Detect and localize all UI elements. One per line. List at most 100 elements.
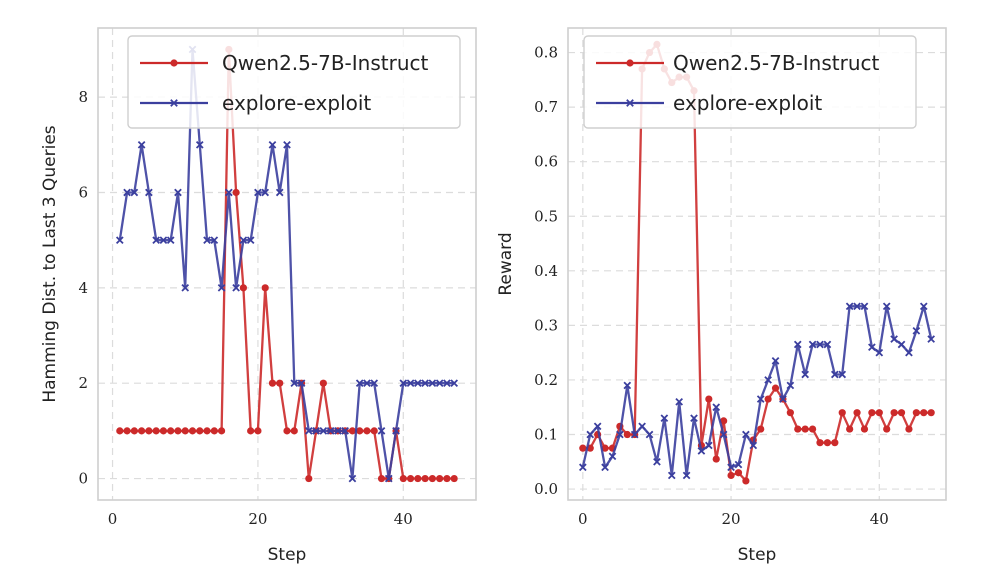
right-explore-point bbox=[838, 370, 847, 379]
left-x-axis-label: Step bbox=[268, 545, 307, 565]
left-explore-point bbox=[319, 427, 328, 435]
left-explore-point bbox=[341, 427, 349, 435]
left-legend-handle-qwen bbox=[140, 59, 208, 67]
left-qwen-point bbox=[247, 427, 255, 435]
right-qwen-point bbox=[868, 409, 876, 417]
left-explore-point bbox=[217, 284, 226, 292]
left-qwen-point bbox=[283, 427, 291, 435]
left-explore-point bbox=[355, 379, 364, 388]
right-legend-marker bbox=[626, 99, 634, 107]
left-explore-point bbox=[377, 427, 386, 435]
left-explore-point bbox=[203, 236, 211, 244]
right-explore-point bbox=[779, 395, 787, 403]
left-explore-point bbox=[334, 427, 342, 435]
left-explore-point bbox=[406, 379, 415, 388]
right-qwen-point bbox=[816, 439, 824, 447]
right-explore-point bbox=[712, 403, 721, 412]
left-series-explore bbox=[115, 45, 459, 483]
right-legend-marker bbox=[626, 59, 634, 67]
right-qwen-point bbox=[890, 409, 898, 417]
right-explore-point bbox=[601, 463, 609, 472]
left-explore-point bbox=[174, 188, 182, 197]
left-qwen-point bbox=[188, 427, 197, 435]
right-explore-point bbox=[764, 376, 772, 384]
right-explore-point bbox=[927, 335, 936, 343]
left-qwen-point bbox=[167, 427, 175, 435]
left-y-tick-label: 0 bbox=[78, 470, 88, 488]
right-explore-point bbox=[882, 302, 891, 311]
right-qwen-point bbox=[860, 425, 869, 433]
left-explore-point bbox=[450, 379, 459, 388]
left-explore-point bbox=[283, 140, 291, 149]
right-y-tick-label: 0.7 bbox=[534, 98, 558, 116]
left-qwen-point bbox=[356, 427, 364, 435]
left-qwen-point bbox=[436, 474, 444, 483]
right-explore-point bbox=[897, 340, 906, 349]
right-y-tick-label: 0.6 bbox=[534, 153, 558, 171]
left-plot-frame bbox=[97, 27, 477, 501]
right-explore-point bbox=[675, 397, 684, 406]
right-x-tick-label: 40 bbox=[870, 510, 889, 528]
left-qwen-point bbox=[268, 379, 277, 387]
left-qwen-point bbox=[181, 427, 189, 435]
right-explore-point bbox=[808, 340, 817, 349]
left-qwen-point bbox=[217, 427, 226, 435]
left-explore-point bbox=[254, 188, 262, 197]
left-qwen-point bbox=[370, 427, 378, 435]
right-y-tick-label: 0.4 bbox=[534, 262, 558, 280]
right-explore-point bbox=[823, 340, 832, 349]
right-qwen-point bbox=[712, 455, 720, 463]
right-series-explore bbox=[578, 302, 936, 480]
left-explore-point bbox=[137, 140, 146, 149]
right-explore-point bbox=[630, 430, 639, 439]
left-qwen-point bbox=[414, 474, 422, 483]
left-explore-point bbox=[384, 474, 393, 483]
right-qwen-point bbox=[727, 471, 735, 480]
left-explore-point bbox=[130, 188, 139, 197]
left-legend-label-qwen: Qwen2.5-7B-Instruct bbox=[222, 51, 428, 75]
right-plot-frame bbox=[567, 27, 947, 501]
right-legend-handle-qwen bbox=[596, 59, 664, 67]
right-explore-point bbox=[704, 441, 713, 450]
left-y-tick-label: 8 bbox=[78, 88, 88, 106]
right-explore-point bbox=[830, 370, 839, 379]
left-explore-point bbox=[435, 379, 444, 388]
left-explore-point bbox=[443, 379, 451, 388]
right-explore-point bbox=[690, 414, 698, 422]
left-explore-point bbox=[290, 379, 299, 388]
left-explore-point bbox=[145, 188, 153, 197]
left-qwen-point bbox=[319, 379, 327, 387]
right-explore-point bbox=[682, 471, 691, 480]
right-explore-point bbox=[756, 395, 765, 403]
right-explore-point bbox=[660, 414, 669, 422]
right-explore-point bbox=[793, 340, 802, 349]
right-qwen-point bbox=[823, 439, 832, 447]
right-explore-point bbox=[912, 327, 921, 335]
right-qwen-point bbox=[838, 409, 846, 417]
left-qwen-point bbox=[421, 474, 429, 483]
right-qwen-point bbox=[764, 395, 772, 403]
left-qwen-point bbox=[145, 427, 153, 435]
left-explore-point bbox=[115, 236, 124, 244]
left-explore-point bbox=[275, 188, 284, 197]
right-y-tick-label: 0.0 bbox=[534, 480, 558, 498]
left-qwen-point bbox=[159, 427, 168, 435]
left-explore-point bbox=[246, 236, 255, 244]
right-explore-point bbox=[801, 370, 810, 379]
right-explore-point bbox=[734, 460, 743, 469]
left-qwen-point bbox=[203, 427, 211, 435]
right-legend: Qwen2.5-7B-Instruct explore-exploit bbox=[583, 35, 917, 129]
left-x-tick-label: 0 bbox=[108, 510, 118, 528]
left-qwen-point bbox=[428, 474, 436, 483]
right-explore-point bbox=[868, 343, 876, 352]
right-qwen-point bbox=[579, 444, 587, 452]
left-qwen-point bbox=[239, 284, 247, 292]
left-qwen-point bbox=[196, 427, 204, 435]
left-explore-point bbox=[348, 474, 357, 483]
left-explore-point bbox=[123, 188, 131, 197]
right-explore-point bbox=[697, 447, 706, 455]
left-qwen-point bbox=[377, 474, 386, 483]
right-explore-point bbox=[586, 430, 595, 439]
right-x-tick-label: 20 bbox=[722, 510, 741, 528]
